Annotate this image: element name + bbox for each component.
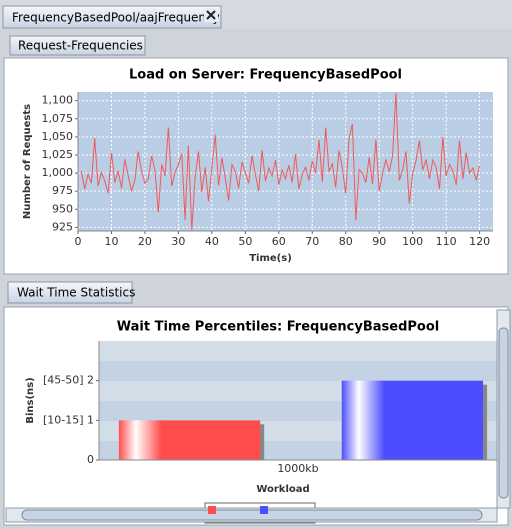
main-tab[interactable] [2, 5, 222, 29]
h-scroll-thumb[interactable] [21, 509, 483, 521]
x-tick-label: 80 [339, 235, 353, 248]
y-tick-label: 0 [87, 453, 94, 466]
y-tick-label: 1,050 [42, 130, 74, 143]
legend-swatch [208, 506, 216, 514]
x-tick-label: 100 [402, 235, 423, 248]
x-tick-label: 30 [171, 235, 185, 248]
wait-tab[interactable] [7, 281, 133, 304]
x-tick-label: 40 [205, 235, 219, 248]
y-axis-label: Number of Requests [22, 104, 33, 219]
wait-tab-label: Wait Time Statistics [17, 286, 135, 300]
x-tick-label: 90 [372, 235, 386, 248]
request-tab[interactable] [9, 35, 146, 56]
y-tick-label: 1,025 [42, 148, 74, 161]
y-tick-label: 1,075 [42, 112, 74, 125]
bar [118, 420, 261, 460]
x-tick-label: 10 [104, 235, 118, 248]
y-tick-label: 1,100 [42, 94, 74, 107]
charts: Load on Server: FrequencyBasedPool 0 10 20 3… [22, 68, 497, 514]
legend-swatch [260, 506, 268, 514]
x-axis-label: Time(s) [249, 253, 292, 264]
x-axis-label: Workload [256, 484, 309, 495]
x-tick-label: 110 [436, 235, 457, 248]
line [80, 92, 481, 230]
y-tick-label: 950 [52, 202, 73, 215]
x-tick-label: 50 [238, 235, 252, 248]
bar [341, 380, 484, 460]
x-tick-label: 0 [75, 235, 82, 248]
y-tick-label: 1,000 [42, 166, 74, 179]
x-tick-label: 20 [138, 235, 152, 248]
chart-title: Wait Time Percentiles: FrequencyBasedPoo… [117, 320, 439, 335]
y-tick-label: 925 [52, 220, 73, 233]
band [99, 341, 497, 361]
main-tab-label: FrequencyBasedPool/aajFrequency [12, 11, 220, 25]
x-tick-label: 120 [469, 235, 490, 248]
y-tick-label: [10-15] 1 [43, 413, 94, 426]
close-icon [206, 10, 216, 20]
y-axis-label: Bins(ns) [25, 377, 36, 423]
y-tick-label: 975 [52, 184, 73, 197]
request-tab-label: Request-Frequencies [18, 39, 143, 53]
x-tick-label: 70 [305, 235, 319, 248]
x-tick-label: 1000kb [277, 462, 318, 475]
x-tick-label: 60 [272, 235, 286, 248]
plot-area [78, 92, 493, 231]
band [99, 361, 497, 381]
v-scroll-thumb[interactable] [498, 327, 509, 499]
y-tick-label: [45-50] 2 [43, 374, 94, 387]
chart-title: Load on Server: FrequencyBasedPool [129, 68, 402, 83]
